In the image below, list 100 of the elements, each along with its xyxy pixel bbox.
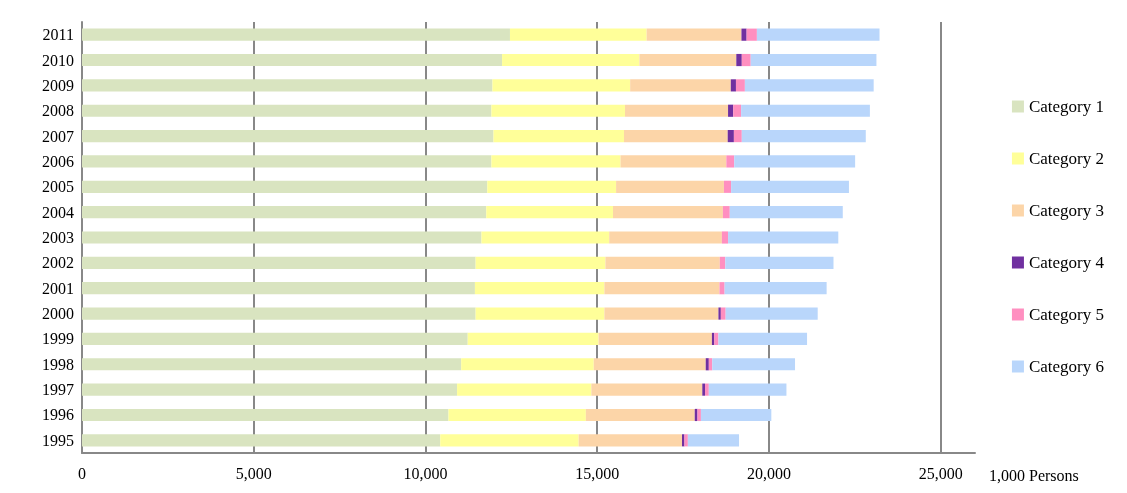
x-tick-label: 25,000 (918, 464, 963, 482)
bar (726, 155, 735, 168)
y-tick-label: 1996 (42, 406, 74, 424)
bar (604, 282, 720, 295)
y-tick-label: 2000 (42, 305, 74, 323)
bar (708, 383, 787, 396)
bar (727, 130, 734, 143)
bar (82, 231, 482, 244)
bar (82, 28, 510, 41)
x-tick-label: 5,000 (235, 464, 272, 482)
bar (457, 383, 592, 396)
bar (721, 231, 729, 244)
y-tick-label: 1997 (42, 381, 74, 399)
bar (700, 408, 772, 422)
bar (616, 180, 724, 193)
y-tick-label: 2004 (42, 203, 74, 221)
y-tick-label: 2009 (42, 76, 74, 94)
bar (593, 358, 706, 371)
bar (741, 28, 747, 41)
legend-label: Category 6 (1028, 357, 1105, 376)
bar (714, 332, 719, 345)
bar (718, 332, 808, 345)
bar (487, 180, 617, 193)
bar (733, 104, 742, 117)
bar (493, 130, 624, 143)
bar (729, 206, 843, 219)
bar (719, 282, 725, 295)
bar (728, 231, 839, 244)
legend-label: Category 1 (1028, 97, 1105, 116)
bar (720, 307, 726, 320)
bar (725, 307, 818, 320)
x-tick-label: 15,000 (575, 464, 620, 482)
bar (82, 434, 441, 447)
y-tick-label: 2003 (42, 229, 74, 246)
bar (687, 434, 740, 447)
bar (741, 104, 870, 117)
bar (82, 104, 492, 117)
x-tick-label: 10,000 (403, 464, 448, 482)
y-tick-label: 1999 (42, 330, 74, 348)
bar (744, 79, 874, 92)
bar (491, 104, 626, 117)
bar (491, 155, 621, 168)
bar (492, 79, 631, 92)
bar (735, 79, 745, 92)
bar (82, 332, 468, 345)
bar (639, 53, 737, 67)
bar (82, 206, 487, 219)
bar (746, 28, 757, 41)
y-tick-label: 2001 (42, 279, 74, 297)
bar (82, 53, 503, 67)
bar (646, 28, 742, 41)
x-tick-label: 0 (78, 464, 86, 482)
x-tick-label: 20,000 (746, 464, 791, 482)
bar (461, 358, 594, 371)
y-tick-label: 2011 (42, 26, 74, 44)
bar (585, 408, 695, 422)
y-tick-label: 2010 (42, 51, 74, 69)
bar (475, 256, 606, 269)
bar (728, 104, 734, 117)
bar (612, 206, 723, 219)
bar (82, 256, 476, 269)
bar (605, 256, 720, 269)
bar (620, 155, 727, 168)
bar (82, 79, 493, 92)
bar (598, 332, 712, 345)
bar (82, 180, 488, 193)
bar (722, 206, 730, 219)
y-tick-label: 1998 (42, 355, 74, 373)
bar (741, 53, 751, 67)
bar (82, 282, 475, 295)
bar (719, 256, 726, 269)
bar (440, 434, 579, 447)
bar (486, 206, 613, 219)
bar (82, 358, 462, 371)
y-tick-label: 1995 (42, 431, 74, 449)
y-tick-label: 2006 (42, 152, 74, 170)
bar (724, 282, 827, 295)
bar (718, 307, 721, 320)
bar (475, 307, 605, 320)
bar (630, 79, 731, 92)
bar (733, 130, 742, 143)
bar (82, 130, 494, 143)
legend-label: Category 5 (1028, 305, 1105, 324)
bar (725, 256, 834, 269)
bar (736, 53, 742, 67)
bar (82, 307, 476, 320)
bar (604, 307, 719, 320)
bar (756, 28, 880, 41)
bar (741, 130, 866, 143)
y-tick-label: 2002 (42, 254, 74, 272)
bar (730, 79, 736, 92)
bar (750, 53, 877, 67)
bar (481, 231, 610, 244)
bar (82, 383, 458, 396)
bar (734, 155, 856, 168)
bar (731, 180, 849, 193)
bar (509, 28, 647, 41)
legend-label: Category 3 (1028, 201, 1105, 220)
bar (623, 130, 728, 143)
bar (448, 408, 586, 422)
